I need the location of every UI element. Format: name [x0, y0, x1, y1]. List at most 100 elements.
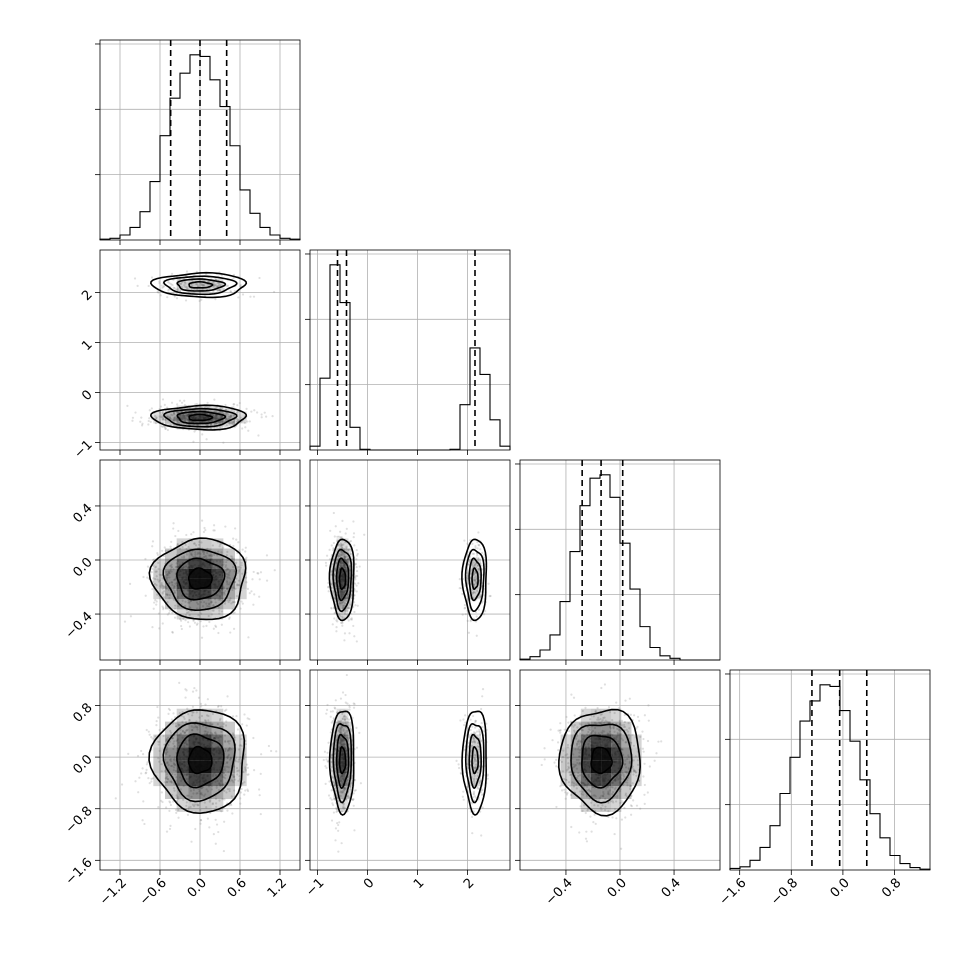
scatter-point: [199, 620, 202, 623]
scatter-point: [329, 731, 332, 734]
scatter-point: [203, 732, 206, 735]
scatter-point: [173, 757, 176, 761]
scatter-point: [156, 705, 159, 709]
scatter-point: [584, 706, 587, 709]
scatter-point: [236, 584, 239, 587]
scatter-point: [466, 542, 469, 545]
scatter-point: [147, 419, 150, 423]
scatter-point: [147, 730, 150, 733]
scatter-point: [338, 543, 341, 547]
scatter-point: [166, 593, 169, 596]
scatter-point: [335, 561, 338, 564]
scatter-point: [167, 582, 171, 585]
scatter-point: [591, 785, 594, 789]
scatter-point: [165, 806, 168, 809]
scatter-point: [194, 553, 197, 556]
scatter-point: [590, 830, 593, 833]
scatter-point: [183, 731, 186, 734]
scatter-point: [214, 421, 218, 425]
scatter-point: [224, 724, 228, 727]
scatter-point: [475, 754, 478, 757]
scatter-point: [165, 746, 169, 749]
scatter-point: [341, 622, 344, 625]
scatter-point: [476, 541, 479, 544]
scatter-point: [343, 632, 347, 635]
scatter-point: [334, 581, 337, 585]
scatter-point: [158, 728, 161, 732]
scatter-point: [173, 418, 176, 421]
scatter-point: [209, 553, 212, 557]
scatter-point: [557, 729, 560, 732]
scatter-point: [346, 736, 349, 739]
scatter-point: [233, 419, 236, 423]
scatter-point: [340, 544, 343, 548]
scatter-point: [346, 593, 349, 596]
scatter-point: [230, 602, 233, 605]
scatter-point: [348, 567, 351, 570]
scatter-point: [150, 276, 154, 279]
scatter-point: [333, 706, 336, 709]
scatter-point: [238, 778, 242, 781]
scatter-point: [347, 564, 351, 567]
scatter-point: [219, 717, 222, 720]
scatter-point: [140, 749, 143, 753]
scatter-point: [243, 753, 246, 756]
scatter-point: [335, 739, 338, 743]
scatter-point: [203, 600, 206, 604]
scatter-point: [174, 582, 177, 585]
scatter-point: [358, 731, 361, 734]
scatter-point: [345, 546, 348, 550]
scatter-point: [200, 636, 204, 639]
scatter-point: [199, 819, 203, 822]
scatter-point: [193, 542, 196, 545]
scatter-point: [211, 544, 215, 547]
scatter-point: [271, 415, 274, 418]
scatter-point: [467, 746, 470, 749]
scatter-point: [221, 725, 225, 728]
scatter-point: [166, 601, 169, 604]
scatter-point: [175, 411, 178, 414]
scatter-point: [481, 806, 484, 809]
scatter-point: [221, 421, 225, 424]
scatter-point: [225, 761, 229, 765]
scatter-point: [227, 748, 230, 752]
scatter-point: [200, 714, 204, 718]
scatter-point: [474, 721, 477, 724]
scatter-point: [229, 415, 232, 418]
scatter-point: [145, 768, 148, 771]
scatter-point: [211, 553, 214, 556]
scatter-point: [187, 621, 190, 624]
scatter-point: [474, 579, 477, 582]
scatter-point: [237, 579, 241, 582]
scatter-point: [144, 594, 147, 597]
scatter-point: [607, 793, 611, 796]
scatter-point: [187, 599, 190, 602]
scatter-point: [343, 553, 346, 556]
scatter-point: [218, 289, 222, 292]
scatter-point: [481, 600, 484, 603]
scatter-point: [258, 794, 261, 797]
scatter-point: [189, 599, 193, 602]
scatter-point: [352, 798, 355, 801]
scatter-point: [179, 619, 183, 622]
scatter-point: [488, 594, 491, 598]
scatter-point: [182, 715, 185, 719]
scatter-point: [270, 749, 273, 753]
scatter-point: [339, 530, 342, 533]
scatter-point: [337, 557, 340, 560]
scatter-point: [643, 793, 646, 796]
scatter-point: [217, 631, 220, 635]
scatter-point: [472, 793, 476, 796]
scatter-point: [335, 630, 338, 633]
scatter-point: [211, 723, 214, 727]
scatter-point: [355, 565, 358, 569]
scatter-point: [198, 540, 201, 544]
scatter-point: [157, 740, 160, 743]
scatter-point: [346, 561, 350, 564]
scatter-point: [577, 758, 580, 762]
scatter-point: [167, 744, 170, 747]
scatter-point: [170, 565, 174, 569]
scatter-point: [163, 585, 167, 588]
scatter-point: [206, 547, 209, 550]
scatter-point: [230, 795, 233, 798]
